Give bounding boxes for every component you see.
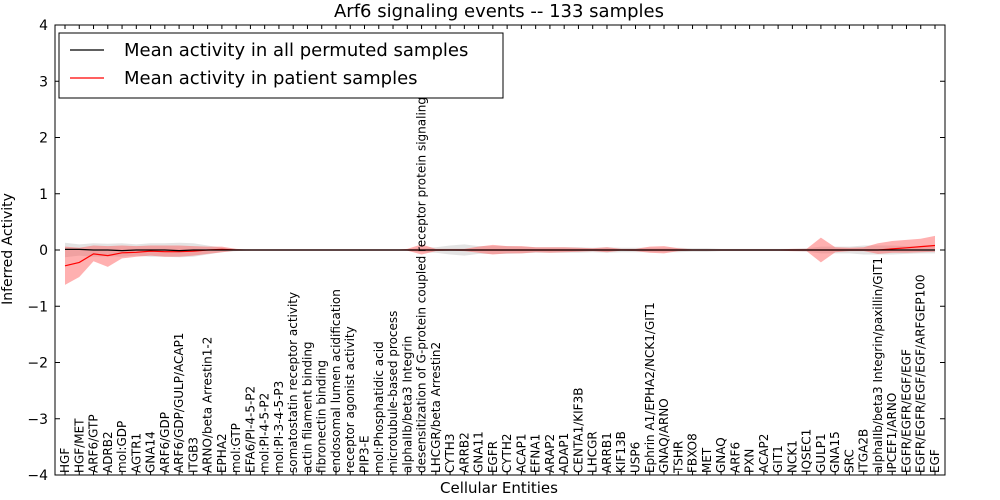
y-axis-label: Inferred Activity (0, 193, 16, 305)
series-1-band (65, 235, 935, 285)
x-tick-label: endosomal lumen acidification (329, 289, 343, 473)
x-tick-label: MET (700, 447, 714, 473)
x-tick-label: desensitization of G-protein coupled rec… (415, 42, 429, 473)
x-tick-label: EPHA2 (215, 433, 229, 473)
x-tick-label: PIP3-E (358, 435, 372, 473)
x-tick-label: HGF/MET (72, 418, 86, 473)
x-tick-label: Ephrin A1/EPHA2/NCK1/GIT1 (643, 302, 657, 473)
x-tick-label: receptor agonist activity (343, 326, 357, 473)
x-tick-label: GIT1 (771, 445, 785, 473)
x-tick-label: LHCGR/beta Arrestin2 (429, 342, 443, 473)
x-tick-label: EGFR (486, 441, 500, 473)
legend: Mean activity in all permuted samples Mea… (58, 32, 504, 99)
y-tick-label: −2 (27, 356, 48, 372)
x-tick-label: EGF (928, 449, 942, 473)
x-tick-label: ARF6/GDP (158, 412, 172, 473)
y-tick-label: −4 (27, 468, 48, 484)
x-tick-label: AGTR1 (129, 433, 143, 473)
x-tick-label: PXN (743, 449, 757, 473)
x-tick-label: SRC (842, 449, 856, 473)
x-tick-label: ARF6/GDP/GULP/ACAP1 (172, 333, 186, 473)
y-tick-label: −1 (27, 299, 48, 315)
y-tick-label: −3 (27, 412, 48, 428)
x-tick-label: GNAQ (714, 437, 728, 473)
x-tick-label: TSHR (671, 441, 685, 474)
x-tick-label: EGFR/EGFR/EGF/EGF/ARFGEP100 (914, 275, 928, 473)
chart-title: Arf6 signaling events -- 133 samples (334, 1, 664, 22)
legend-label-1: Mean activity in patient samples (124, 68, 418, 89)
x-tick-label: ARF6 (728, 442, 742, 473)
x-tick-label: GNAQ/ARNO (657, 398, 671, 473)
x-tick-label: actin filament binding (301, 341, 315, 473)
x-tick-label: USP6 (629, 442, 643, 473)
x-tick-label: fibronectin binding (315, 360, 329, 473)
x-tick-label: GNA14 (144, 431, 158, 473)
y-tick-label: 4 (39, 18, 48, 34)
x-tick-label: ARRB1 (600, 432, 614, 473)
x-tick-label: alphaIIb/beta3 Integrin/paxillin/GIT1 (871, 257, 885, 473)
x-tick-label: mol:PI-3-4-5-P3 (272, 381, 286, 473)
x-tick-label: alphaIIb/beta3 Integrin (400, 336, 414, 473)
x-tick-label: NCK1 (785, 440, 799, 473)
x-tick-label: ARAP2 (543, 434, 557, 473)
x-tick-label: ADAP1 (557, 433, 571, 473)
x-tick-label: FBXO8 (686, 433, 700, 473)
x-tick-label: mol:Phosphatidic acid (372, 341, 386, 473)
x-tick-label: GULP1 (814, 433, 828, 473)
x-tick-label: ARNO/beta Arrestin1-2 (201, 337, 215, 473)
x-tick-label: ACAP1 (514, 434, 528, 473)
x-tick-label: LHCGR (586, 431, 600, 473)
x-tick-label: GNA15 (828, 431, 842, 473)
x-tick-label: CENTA1/KIF3B (571, 388, 585, 473)
x-tick-label: KIF13B (614, 431, 628, 473)
x-tick-label: ITGB3 (186, 437, 200, 473)
x-tick-label: mol:GDP (115, 421, 129, 473)
x-tick-label: IPCEF1/ARNO (885, 393, 899, 473)
x-tick-label: mol:GTP (229, 423, 243, 473)
x-tick-label: CYTH2 (500, 433, 514, 472)
x-tick-label: ARF6/GTP (87, 414, 101, 473)
x-axis-label: Cellular Entities (440, 479, 558, 497)
y-tick-label: 2 (39, 131, 48, 147)
x-tick-label: ACAP2 (757, 434, 771, 473)
series-0-line (65, 248, 935, 252)
x-tick-label: EFNA1 (529, 434, 543, 473)
y-tick-label: 1 (39, 187, 48, 203)
x-tick-label: CYTH3 (443, 434, 457, 474)
legend-label-0: Mean activity in all permuted samples (124, 40, 468, 61)
x-tick-label: ADRB2 (101, 431, 115, 473)
x-tick-label: somatostatin receptor activity (286, 292, 300, 473)
y-tick-label: 0 (39, 243, 48, 259)
x-tick-label: ITGA2B (857, 429, 871, 473)
x-tick-label: ARRB2 (457, 432, 471, 473)
x-tick-label: mol:PI-4-5-P2 (258, 393, 272, 473)
x-tick-label: EFA6/PI-4-5-P2 (243, 386, 257, 473)
y-tick-label: 3 (39, 74, 48, 90)
x-tick-label: EGFR/EGFR/EGF/EGF (900, 349, 914, 473)
legend-box (58, 32, 504, 99)
x-tick-label: GNA11 (472, 431, 486, 473)
x-tick-label: microtubule-based process (386, 311, 400, 473)
x-tick-label: IQSEC1 (800, 429, 814, 473)
x-tick-label: HGF (58, 448, 72, 473)
